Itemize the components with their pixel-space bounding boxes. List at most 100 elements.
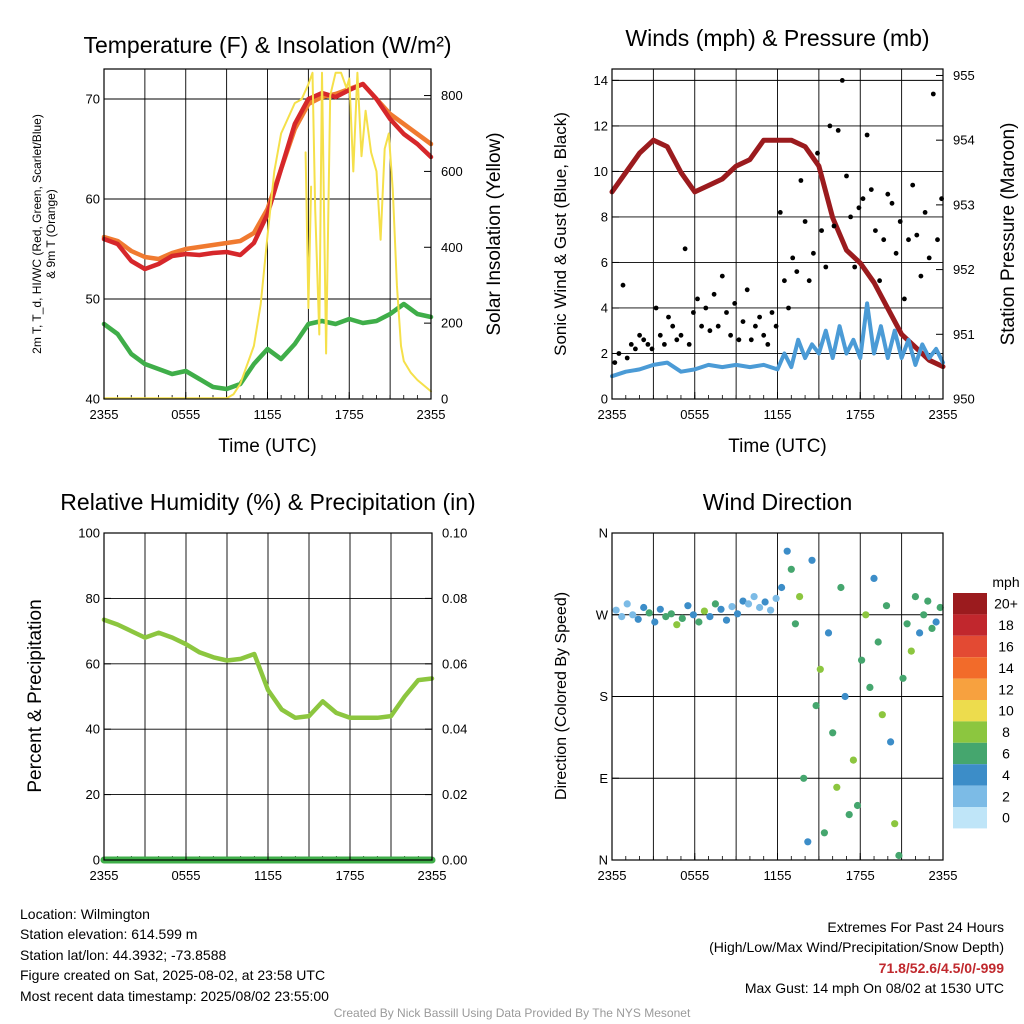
series-dir-point	[874, 638, 882, 646]
y2-tick-label: 0	[441, 392, 448, 407]
y-tick-label: 12	[594, 118, 608, 133]
series-gust-point	[678, 332, 684, 338]
series-gust-point	[914, 232, 920, 238]
series-gust-point	[794, 269, 800, 274]
series-dir-point	[878, 711, 886, 719]
y2-tick-label: 950	[953, 392, 975, 407]
x-tick-label: 2355	[417, 407, 446, 422]
extremes-subtitle: (High/Low/Max Wind/Precipitation/Snow De…	[709, 939, 1004, 956]
legend-swatch	[953, 678, 987, 700]
series-gust-point	[703, 305, 709, 311]
series-gust-point	[769, 310, 775, 315]
series-gust-point	[868, 187, 874, 193]
y2-tick-label: 0.02	[442, 787, 467, 802]
station-elevation: Station elevation: 614.599 m	[20, 926, 198, 943]
y-tick-label: 80	[86, 591, 100, 606]
y-tick-label: 6	[601, 255, 608, 270]
series-rh-line	[101, 617, 435, 721]
y-tick-label: S	[599, 689, 608, 704]
series-gust-point	[736, 337, 742, 343]
legend-swatch	[953, 742, 987, 765]
series-gust-point	[922, 210, 928, 215]
series-gust-point	[827, 123, 833, 129]
y-tick-label: N	[599, 526, 608, 541]
series-t2m-line	[101, 81, 434, 272]
series-dir-point	[733, 610, 742, 618]
series-gust-point	[724, 310, 729, 315]
y-tick-label: 10	[594, 164, 608, 179]
y-tick-label: E	[599, 771, 608, 786]
series-dir-point	[722, 616, 731, 624]
series-dir-point	[858, 656, 866, 664]
x-tick-label: 2355	[929, 868, 958, 883]
series-gust-point	[691, 310, 696, 315]
series-gust-point	[856, 205, 862, 211]
series-gust-point	[889, 200, 895, 206]
legend-swatch	[953, 785, 987, 807]
series-td-line	[101, 301, 434, 392]
y-tick-label: 0	[93, 853, 100, 868]
series-gust-point	[864, 132, 870, 138]
series-dir-point	[667, 610, 675, 618]
series-gust-point	[765, 342, 771, 347]
direction-grid	[612, 533, 943, 860]
y-tick-label: 60	[86, 656, 100, 671]
legend-label: 4	[1002, 767, 1010, 783]
series-dir-point	[936, 603, 944, 612]
x-tick-label: 1755	[335, 407, 364, 422]
series-gust-point	[715, 323, 721, 329]
y2-tick-label: 953	[953, 197, 975, 212]
winds-grid	[612, 69, 943, 399]
series-dir-point	[808, 556, 816, 564]
series-gust-point	[930, 91, 936, 97]
series-gust-point	[815, 150, 820, 156]
series-gust-point	[873, 228, 878, 234]
x-tick-label: 0555	[680, 407, 709, 422]
extremes-values: 71.8/52.6/4.5/0/-999	[878, 959, 1004, 976]
series-gust-point	[753, 323, 758, 329]
series-gust-point	[711, 291, 717, 297]
series-gust-point	[877, 278, 882, 284]
y2-tick-label: 400	[441, 240, 463, 255]
series-gust-point	[831, 223, 837, 229]
series-gust-point	[744, 287, 750, 293]
series-gust-point	[835, 127, 841, 133]
series-dir-point	[916, 629, 924, 637]
series-dir-point	[833, 783, 841, 791]
x-tick-label: 2355	[598, 407, 627, 422]
series-gust-point	[806, 278, 812, 284]
series-gust-point	[918, 273, 924, 279]
temperature-grid	[104, 69, 431, 399]
y2-axis-label: Solar Insolation (Yellow)	[484, 132, 505, 335]
legend-swatch	[953, 700, 987, 722]
y-tick-label: 70	[86, 92, 100, 107]
legend-swatch	[953, 614, 987, 636]
series-gust-point	[649, 346, 655, 352]
series-dir-point	[791, 620, 800, 628]
x-tick-label: 0555	[171, 407, 200, 422]
series-dir-point	[907, 647, 915, 655]
humidity-chart: 2355 0555 1155 1755 23550204060801000.000.02…	[25, 489, 476, 883]
x-tick-label: 2355	[90, 407, 119, 422]
y-axis-label-2: & 9m T (Orange)	[44, 189, 58, 279]
series-gust-point	[910, 182, 916, 188]
y-tick-label: 14	[594, 73, 608, 88]
series-gust-point	[740, 319, 746, 324]
y-axis-label: Sonic Wind & Gust (Blue, Black)	[551, 112, 570, 356]
speed-legend: mph 20+ 18 16 14 12 10 8 6 4 2 0	[953, 574, 1020, 829]
chart-title: Relative Humidity (%) & Precipitation (i…	[60, 489, 475, 515]
series-dir-point	[711, 600, 720, 608]
series-dir-point	[800, 774, 808, 782]
y-tick-label: 40	[86, 722, 100, 737]
legend-swatch	[953, 635, 987, 658]
x-axis-label: Time (UTC)	[218, 436, 317, 457]
max-gust: Max Gust: 14 mph On 08/02 at 1530 UTC	[744, 980, 1004, 997]
series-dir-point	[911, 593, 920, 601]
series-dir-point	[634, 615, 642, 623]
series-dir-point	[903, 620, 911, 628]
legend-label: 6	[1002, 746, 1010, 762]
legend-label: 0	[1002, 810, 1010, 826]
winds-chart: 2355 0555 1155 1755 235502468101214950951952…	[551, 25, 1019, 457]
series-dir-point	[820, 829, 829, 837]
